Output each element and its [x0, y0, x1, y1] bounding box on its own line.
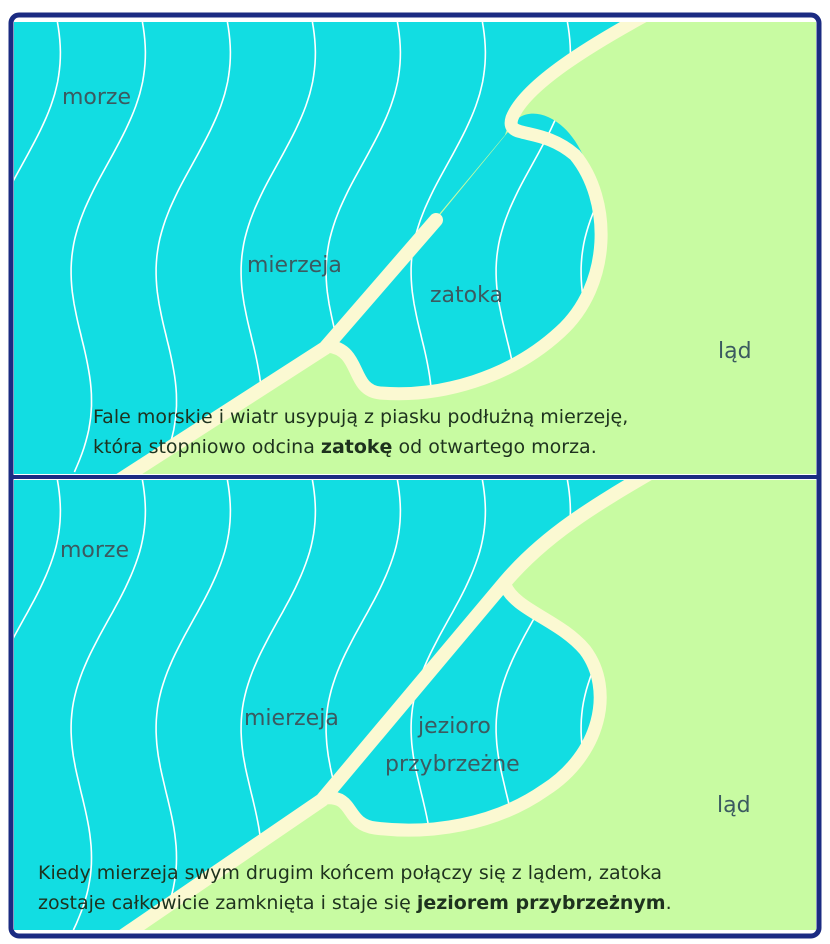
wave-line [580, 22, 657, 473]
label-sea: morze [62, 85, 131, 110]
wave-line [14, 480, 62, 639]
label-spit: mierzeja [247, 253, 342, 278]
wave-line [495, 22, 572, 473]
label-lake-2: przybrzeżne [385, 752, 520, 777]
caption-line-2: która stopniowo odcina zatokę od otwarte… [93, 436, 597, 458]
wave-line [155, 480, 232, 930]
label-land: ląd [717, 793, 751, 818]
lake-area [325, 585, 601, 831]
caption-line-1: Kiedy mierzeja swym drugim końcem połącz… [38, 862, 662, 884]
label-lake-1: jezioro [417, 714, 491, 739]
lake-shore-sand [318, 578, 607, 837]
wave-line [155, 22, 232, 473]
label-bay: zatoka [430, 283, 503, 308]
caption-bold: zatokę [321, 436, 393, 458]
panel-lagoon: morze mierzeja jezioro przybrzeżne ląd K… [14, 480, 816, 930]
wave-line [240, 480, 317, 930]
wave-line [410, 480, 487, 930]
bay-area [330, 113, 600, 391]
outer-frame [8, 12, 822, 939]
panel-bay: morze mierzeja zatoka ląd Fale morskie i… [14, 22, 816, 474]
label-land: ląd [718, 339, 752, 364]
caption-bold: jeziorem przybrzeżnym [416, 892, 666, 914]
caption-line-2: zostaje całkowicie zamknięta i staje się… [38, 892, 672, 914]
label-sea: morze [60, 538, 129, 563]
wave-line [325, 22, 402, 473]
spit-sand [116, 213, 443, 474]
caption-line-1: Fale morskie i wiatr usypują z piasku po… [93, 406, 628, 428]
wave-line [14, 22, 62, 182]
waves [14, 480, 657, 930]
wave-line [325, 480, 402, 930]
wave-line [580, 480, 657, 930]
wave-line [70, 480, 147, 930]
bay-shore-sand [321, 22, 647, 401]
label-spit: mierzeja [244, 706, 339, 731]
wave-line [495, 480, 572, 930]
wave-line [70, 22, 147, 473]
